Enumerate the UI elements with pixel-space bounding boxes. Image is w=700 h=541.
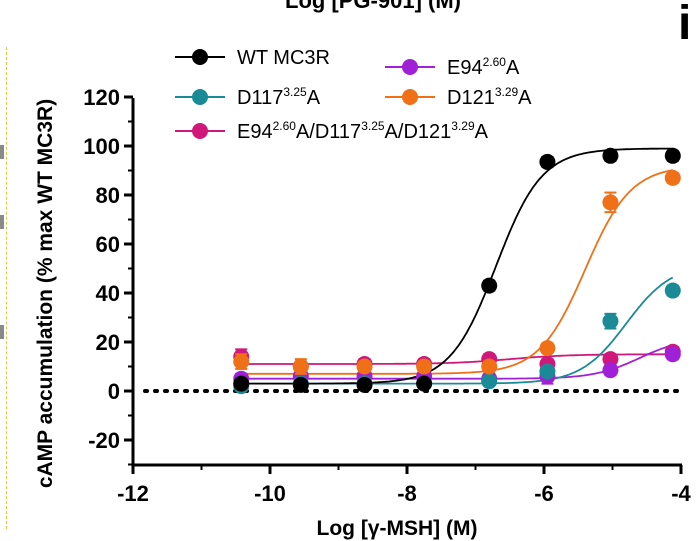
data-point: [481, 373, 498, 390]
data-point: [539, 363, 556, 380]
fit-curve-4: [241, 169, 673, 375]
data-point: [602, 147, 619, 164]
data-point: [233, 353, 250, 370]
y-tick-label: 20: [96, 330, 120, 355]
panel-letter: i: [678, 0, 692, 50]
legend-label: E942.60A/D1173.25A/D1213.29A: [237, 119, 489, 143]
data-point: [664, 147, 681, 164]
legend-label: E942.60A: [447, 55, 520, 79]
data-point: [602, 362, 619, 379]
fit-curve-3: [241, 344, 674, 380]
data-point: [602, 351, 619, 368]
legend-marker: [402, 59, 418, 75]
y-tick-label: 0: [108, 379, 120, 404]
y-tick-label: 120: [83, 85, 120, 110]
data-point: [664, 169, 681, 186]
data-point: [539, 153, 556, 170]
legend-label: WT MC3R: [237, 47, 330, 69]
y-tick-label: -20: [88, 428, 120, 453]
x-tick-label: -12: [117, 481, 149, 506]
x-tick-label: -10: [254, 481, 286, 506]
y-tick-label: 40: [96, 281, 120, 306]
data-point: [416, 375, 433, 392]
data-point: [356, 358, 373, 375]
data-point: [233, 375, 250, 392]
data-point: [356, 376, 373, 393]
legend-marker: [192, 89, 208, 105]
data-point: [416, 358, 433, 375]
data-point: [602, 194, 619, 211]
adjacent-panel-frame: [0, 47, 7, 529]
legend-marker: [402, 89, 418, 105]
fit-curve-1: [241, 147, 673, 385]
legend-marker: [192, 49, 208, 65]
x-tick-label: -8: [397, 481, 417, 506]
legend-label: D1213.29A: [447, 85, 532, 109]
y-axis-label: cAMP accumulation (% max WT MC3R): [34, 99, 57, 488]
data-point: [292, 376, 309, 393]
x-tick-label: -6: [534, 481, 554, 506]
x-tick-label: -4: [671, 481, 691, 506]
data-point: [664, 282, 681, 299]
legend-label: D1173.25A: [237, 85, 321, 109]
y-tick-label: 100: [83, 134, 120, 159]
y-tick-label: 80: [96, 183, 120, 208]
clipped-top-axis-title: Log [PG-901] (M): [285, 0, 461, 13]
data-point: [664, 346, 681, 363]
legend-marker: [192, 123, 208, 139]
adjacent-panel-fragment: [0, 215, 4, 229]
x-axis-label: Log [γ-MSH] (M): [317, 517, 478, 540]
data-point: [539, 340, 556, 357]
data-point: [292, 358, 309, 375]
data-point: [602, 313, 619, 330]
y-tick-label: 60: [96, 232, 120, 257]
data-point: [481, 277, 498, 294]
adjacent-panel-fragment: [0, 325, 4, 339]
adjacent-panel-fragment: [0, 145, 4, 159]
data-point: [481, 358, 498, 375]
